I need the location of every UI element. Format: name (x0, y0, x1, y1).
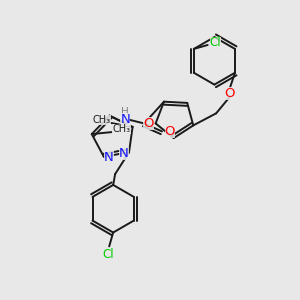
Text: O: O (165, 125, 175, 138)
Text: Cl: Cl (210, 37, 221, 50)
Text: CH₃: CH₃ (93, 115, 111, 125)
Text: H: H (122, 106, 129, 117)
Text: N: N (119, 147, 129, 160)
Text: Cl: Cl (102, 248, 114, 261)
Text: O: O (143, 117, 154, 130)
Text: N: N (104, 151, 114, 164)
Text: O: O (224, 87, 234, 100)
Text: CH₃: CH₃ (112, 124, 130, 134)
Text: N: N (121, 113, 130, 126)
